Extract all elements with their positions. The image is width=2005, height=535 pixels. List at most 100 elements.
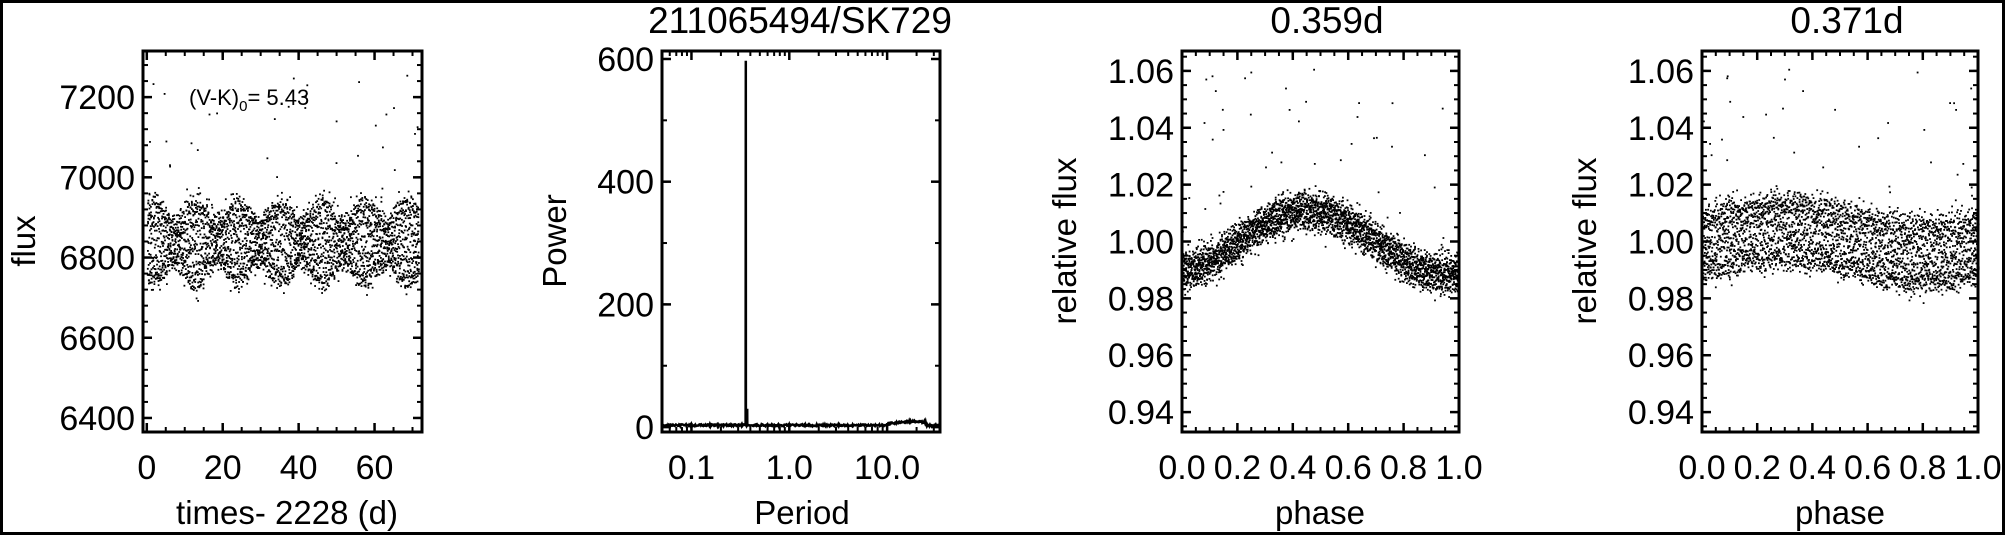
data-point: [268, 217, 271, 219]
data-point: [265, 231, 268, 234]
data-point: [379, 244, 382, 247]
data-point: [368, 274, 371, 277]
data-point: [405, 293, 408, 296]
data-point: [235, 275, 237, 278]
data-point: [379, 263, 382, 265]
data-point: [185, 277, 187, 279]
data-point: [249, 269, 251, 272]
data-point: [157, 205, 159, 208]
data-point: [401, 276, 404, 279]
data-point: [161, 217, 163, 220]
data-point: [244, 237, 247, 240]
data-point: [1454, 287, 1457, 290]
data-point: [280, 273, 283, 276]
data-point: [226, 263, 229, 265]
data-point: [251, 255, 254, 258]
data-point: [218, 227, 221, 230]
data-point: [209, 260, 212, 263]
data-point: [269, 264, 272, 267]
data-point: [168, 248, 171, 250]
data-point: [180, 259, 183, 261]
data-point: [185, 223, 188, 226]
data-point: [200, 219, 203, 221]
data-point: [162, 250, 165, 253]
data-point: [345, 228, 347, 231]
data-point: [187, 272, 190, 274]
data-point: [243, 274, 246, 277]
data-point: [1218, 243, 1221, 246]
data-point: [160, 240, 163, 243]
data-point: [163, 230, 166, 232]
data-point: [1342, 213, 1344, 215]
data-point: [297, 219, 300, 222]
data-point: [211, 230, 214, 233]
data-point: [368, 282, 371, 285]
data-point: [168, 251, 171, 254]
data-point: [335, 219, 338, 222]
data-point: [224, 249, 226, 252]
data-point: [1445, 256, 1448, 259]
data-point: [333, 278, 336, 280]
data-point: [1321, 222, 1324, 224]
data-point: [238, 219, 241, 222]
data-point: [1378, 254, 1381, 257]
data-point: [1244, 77, 1246, 80]
data-point: [267, 216, 269, 219]
data-point: [161, 266, 164, 269]
data-point: [282, 223, 285, 226]
data-point: [205, 270, 208, 272]
data-point: [226, 216, 229, 219]
data-point: [1239, 238, 1242, 241]
data-point: [382, 266, 385, 269]
data-point: [149, 274, 152, 277]
data-point: [1246, 246, 1249, 248]
data-point: [363, 284, 366, 287]
data-point: [155, 254, 157, 257]
data-point: [251, 259, 254, 262]
data-point: [339, 222, 342, 224]
data-point: [376, 207, 379, 210]
data-point: [1329, 211, 1332, 213]
data-point: [408, 258, 410, 261]
data-point: [1450, 255, 1453, 257]
data-point: [205, 262, 208, 265]
data-point: [1458, 273, 1460, 276]
data-point: [338, 225, 340, 228]
data-point: [328, 191, 331, 194]
data-point: [240, 252, 243, 255]
data-point: [237, 237, 240, 240]
data-point: [306, 263, 308, 266]
data-point: [360, 285, 363, 287]
data-point: [162, 200, 165, 203]
data-point: [229, 217, 231, 220]
data-point: [229, 261, 232, 263]
data-point: [335, 232, 338, 235]
data-point: [190, 142, 193, 145]
data-point: [1448, 274, 1451, 276]
data-point: [181, 254, 184, 256]
data-point: [408, 280, 411, 283]
data-point: [268, 252, 271, 255]
data-point: [390, 259, 393, 261]
data-point: [1349, 204, 1352, 207]
data-point: [342, 222, 345, 224]
data-point: [1278, 213, 1281, 216]
data-point: [377, 261, 379, 264]
data-point: [269, 232, 272, 234]
data-point: [272, 206, 275, 209]
data-point: [200, 254, 202, 257]
data-point: [279, 274, 281, 277]
data-point: [185, 254, 188, 256]
data-point: [155, 229, 158, 232]
data-point: [175, 229, 178, 232]
data-point: [152, 201, 155, 204]
data-point: [187, 240, 190, 242]
data-point: [396, 263, 398, 266]
data-point: [1244, 220, 1246, 223]
data-point: [396, 264, 398, 267]
data-point: [279, 240, 282, 242]
data-point: [367, 264, 370, 267]
data-point: [1254, 253, 1257, 256]
panel3-xtick-label: 0.6: [1325, 449, 1372, 487]
data-point: [401, 280, 404, 282]
